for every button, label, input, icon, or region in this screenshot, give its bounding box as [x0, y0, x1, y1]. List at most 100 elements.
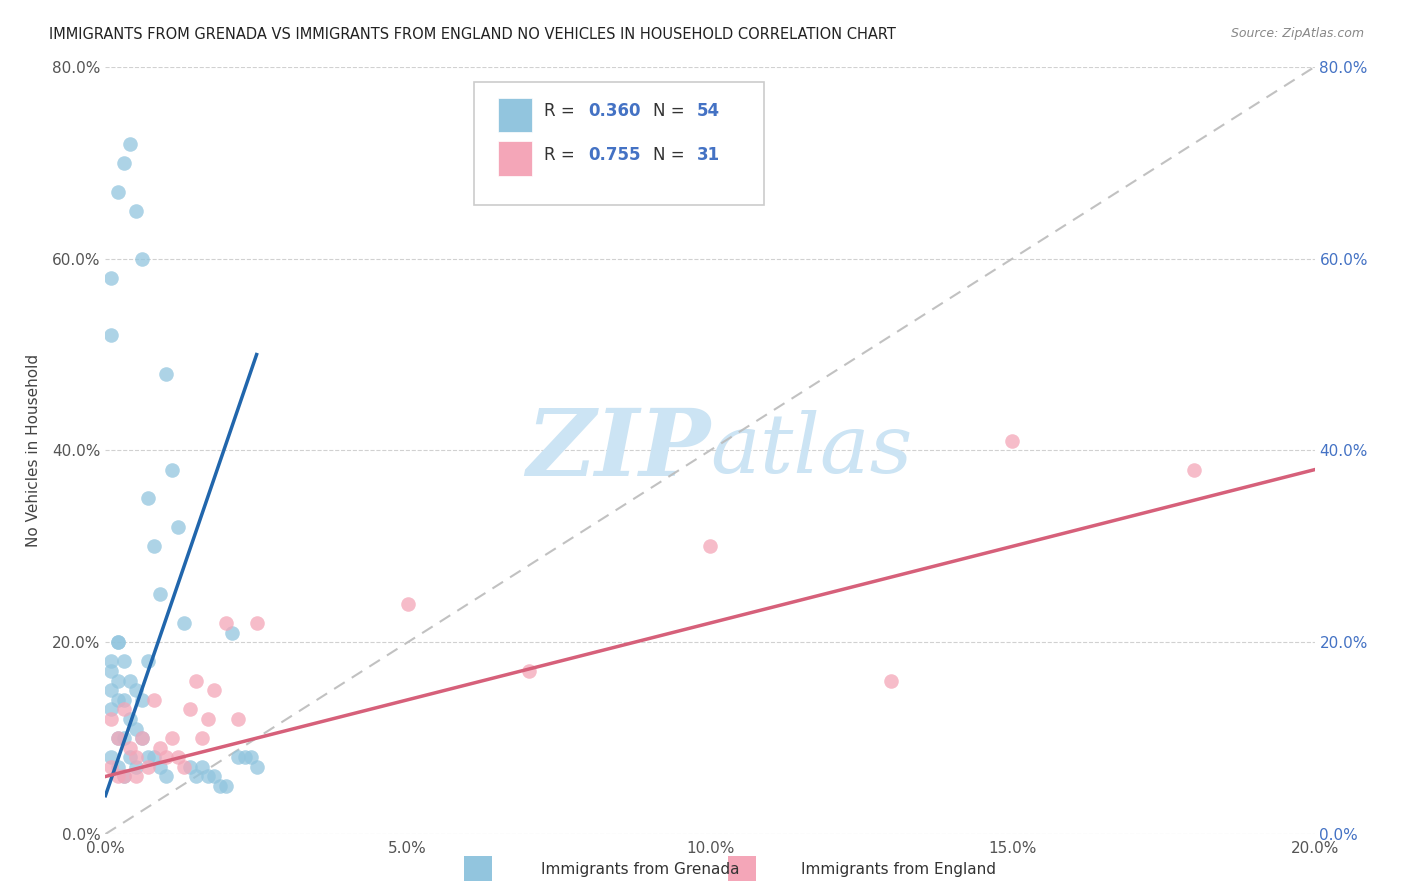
Point [131, 731, 153, 746]
Text: R =: R = [544, 146, 581, 164]
Point [246, 615, 269, 630]
Point [107, 731, 129, 746]
Point [112, 731, 135, 746]
Point [215, 615, 238, 630]
Point [100, 655, 122, 669]
Point [100, 664, 122, 678]
Point [160, 731, 183, 746]
Point [142, 539, 165, 553]
Point [124, 760, 148, 774]
Point [142, 692, 165, 706]
Text: IMMIGRANTS FROM GRENADA VS IMMIGRANTS FROM ENGLAND NO VEHICLES IN HOUSEHOLD CORR: IMMIGRANTS FROM GRENADA VS IMMIGRANTS FR… [49, 27, 896, 42]
Point [179, 760, 201, 774]
Point [699, 539, 721, 553]
Point [186, 769, 208, 784]
Point [124, 769, 148, 784]
Point [179, 702, 201, 716]
Point [246, 760, 269, 774]
Point [1001, 434, 1024, 448]
Point [142, 750, 165, 764]
Point [155, 769, 177, 784]
Text: 0.360: 0.360 [588, 103, 640, 120]
Text: atlas: atlas [710, 410, 912, 491]
Point [100, 712, 122, 726]
Point [239, 750, 262, 764]
Point [118, 712, 141, 726]
Point [124, 722, 148, 736]
Point [136, 491, 159, 506]
Point [124, 750, 148, 764]
Point [228, 750, 250, 764]
Point [100, 702, 122, 716]
FancyBboxPatch shape [499, 141, 533, 176]
Point [191, 760, 214, 774]
Text: ZIP: ZIP [526, 406, 710, 495]
Point [136, 750, 159, 764]
Point [221, 625, 243, 640]
Point [215, 779, 238, 793]
Point [100, 328, 122, 343]
Point [136, 655, 159, 669]
Point [167, 750, 190, 764]
Point [112, 692, 135, 706]
Point [209, 779, 232, 793]
Point [136, 760, 159, 774]
Point [100, 271, 122, 285]
Point [131, 692, 153, 706]
Point [202, 683, 225, 698]
Text: 0.755: 0.755 [588, 146, 640, 164]
Point [107, 692, 129, 706]
Point [124, 683, 148, 698]
Text: N =: N = [654, 146, 690, 164]
Point [149, 740, 172, 755]
Point [112, 769, 135, 784]
Point [202, 769, 225, 784]
Point [155, 367, 177, 381]
Text: R =: R = [544, 103, 581, 120]
Point [396, 597, 419, 611]
Point [233, 750, 256, 764]
Point [107, 185, 129, 199]
Point [107, 760, 129, 774]
Point [186, 673, 208, 688]
Text: 54: 54 [697, 103, 720, 120]
Point [107, 731, 129, 746]
FancyBboxPatch shape [474, 82, 765, 205]
Point [880, 673, 903, 688]
Point [124, 203, 148, 218]
Text: N =: N = [654, 103, 690, 120]
Y-axis label: No Vehicles in Household: No Vehicles in Household [25, 354, 41, 547]
Point [107, 673, 129, 688]
Point [131, 731, 153, 746]
Point [112, 702, 135, 716]
Point [107, 635, 129, 649]
Point [197, 769, 219, 784]
FancyBboxPatch shape [499, 97, 533, 132]
Point [100, 750, 122, 764]
Point [228, 712, 250, 726]
Point [107, 635, 129, 649]
Point [112, 769, 135, 784]
Point [118, 136, 141, 151]
Point [191, 731, 214, 746]
Point [131, 252, 153, 266]
Text: 31: 31 [697, 146, 720, 164]
Point [149, 760, 172, 774]
Point [173, 615, 195, 630]
Point [107, 769, 129, 784]
Point [100, 760, 122, 774]
Point [149, 587, 172, 601]
Point [118, 673, 141, 688]
Point [100, 683, 122, 698]
Point [112, 655, 135, 669]
Point [167, 520, 190, 534]
Point [160, 462, 183, 476]
Point [118, 740, 141, 755]
Point [197, 712, 219, 726]
Text: Source: ZipAtlas.com: Source: ZipAtlas.com [1230, 27, 1364, 40]
Text: Immigrants from Grenada: Immigrants from Grenada [541, 863, 740, 877]
Point [155, 750, 177, 764]
Text: Immigrants from England: Immigrants from England [801, 863, 997, 877]
Point [173, 760, 195, 774]
Point [517, 664, 540, 678]
